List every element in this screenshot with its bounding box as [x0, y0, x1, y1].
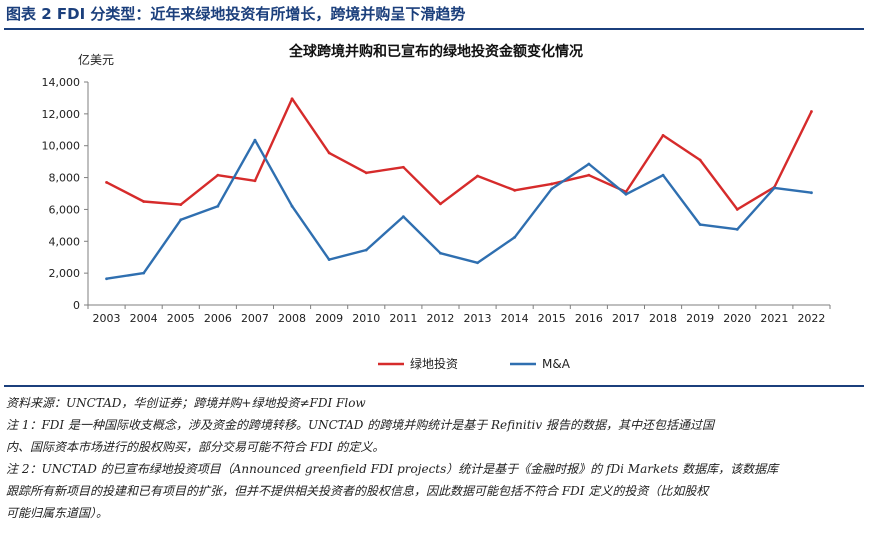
x-tick-label: 2017	[612, 312, 640, 325]
note-2-line-2: 跟踪所有新项目的投建和已有项目的扩张，但并不提供相关投资者的股权信息，因此数据可…	[6, 484, 709, 498]
line-chart: 全球跨境并购和已宣布的绿地投资金额变化情况 亿美元 0 2,000 4,000 6,0…	[42, 43, 831, 371]
x-tick-label: 2022	[797, 312, 825, 325]
series-lines	[105, 97, 813, 281]
data-point	[698, 158, 702, 162]
y-tick-label: 14,000	[42, 76, 81, 89]
chart-title: 全球跨境并购和已宣布的绿地投资金额变化情况	[288, 43, 583, 60]
data-point	[624, 192, 628, 196]
y-tick-label: 12,000	[42, 108, 81, 121]
y-tick-label: 6,000	[49, 203, 81, 216]
x-tick-label: 2006	[204, 312, 232, 325]
y-tick-label: 4,000	[49, 235, 81, 248]
data-point	[401, 165, 405, 169]
data-point	[327, 258, 331, 262]
top-rule	[4, 28, 864, 30]
data-point	[364, 171, 368, 175]
data-point	[735, 208, 739, 211]
x-tick-label: 2020	[723, 312, 751, 325]
data-point	[179, 218, 183, 222]
note-1-line-1: 注 1：FDI 是一种国际收支概念，涉及资金的跨境转移。UNCTAD 的跨境并购…	[6, 418, 714, 432]
x-tick-label: 2012	[426, 312, 454, 325]
note-2-line-1: 注 2：UNCTAD 的已宣布绿地投资项目（Announced greenfie…	[6, 462, 779, 476]
x-tick-label: 2016	[575, 312, 603, 325]
data-point	[587, 173, 591, 177]
note-1-line-2: 内、国际资本市场进行的股权购买，部分交易可能不符合 FDI 的定义。	[6, 440, 385, 454]
data-point	[142, 271, 146, 275]
data-point	[550, 182, 554, 186]
data-point	[810, 110, 813, 113]
data-point	[290, 97, 294, 101]
data-point	[661, 133, 665, 137]
x-tick-label: 2003	[93, 312, 121, 325]
x-tick-label: 2014	[501, 312, 529, 325]
data-point	[105, 180, 108, 184]
x-tick-label: 2013	[464, 312, 492, 325]
x-tick-label: 2007	[241, 312, 269, 325]
x-tick-label: 2015	[538, 312, 566, 325]
series-line-greenfield	[105, 97, 813, 211]
x-tick-label: 2008	[278, 312, 306, 325]
x-tick-label: 2019	[686, 312, 714, 325]
data-point	[216, 173, 220, 177]
data-point	[476, 261, 479, 265]
data-point	[327, 151, 331, 155]
data-point	[513, 188, 517, 192]
data-point	[105, 277, 108, 281]
y-tick-label: 2,000	[49, 267, 81, 280]
data-point	[439, 202, 442, 206]
x-tick-label: 2011	[389, 312, 417, 325]
data-point	[142, 200, 146, 203]
x-tick-label: 2021	[760, 312, 788, 325]
x-tick-label: 2018	[649, 312, 677, 325]
data-point	[253, 179, 257, 183]
legend-label: 绿地投资	[410, 356, 458, 371]
legend: 绿地投资 M&A	[378, 356, 571, 371]
y-axis-unit: 亿美元	[78, 52, 114, 67]
data-point	[550, 187, 554, 191]
data-point	[513, 235, 517, 239]
data-point	[290, 204, 294, 208]
data-point	[179, 203, 183, 207]
data-point	[476, 174, 479, 178]
y-tick-label: 0	[73, 299, 80, 312]
figure-title: 图表 2 FDI 分类型：近年来绿地投资有所增长，跨境并购呈下滑趋势	[6, 5, 466, 23]
note-2-line-3: 可能归属东道国）。	[6, 506, 109, 520]
y-tick-label: 10,000	[42, 140, 81, 153]
axes: 0 2,000 4,000 6,000 8,000 10,000 12,000 14,000 2…	[42, 76, 831, 325]
x-tick-label: 2010	[352, 312, 380, 325]
notes: 资料来源：UNCTAD，华创证券；跨境并购+绿地投资≠FDI Flow 注 1：…	[6, 392, 862, 524]
data-point	[216, 204, 220, 208]
data-point	[735, 227, 739, 231]
data-point	[772, 186, 776, 190]
source-note: 资料来源：UNCTAD，华创证券；跨境并购+绿地投资≠FDI Flow	[6, 396, 366, 410]
legend-label: M&A	[542, 357, 571, 371]
data-point	[253, 138, 257, 142]
data-point	[587, 162, 591, 166]
data-point	[401, 215, 405, 218]
mid-rule	[4, 385, 864, 387]
data-point	[364, 248, 368, 252]
data-point	[439, 251, 442, 255]
x-tick-label: 2009	[315, 312, 343, 325]
data-point	[661, 173, 665, 177]
data-point	[698, 223, 702, 226]
x-tick-label: 2004	[130, 312, 158, 325]
x-tick-label: 2005	[167, 312, 195, 325]
series-line-mna	[106, 138, 812, 280]
y-tick-label: 8,000	[49, 172, 81, 185]
data-point	[810, 191, 813, 195]
